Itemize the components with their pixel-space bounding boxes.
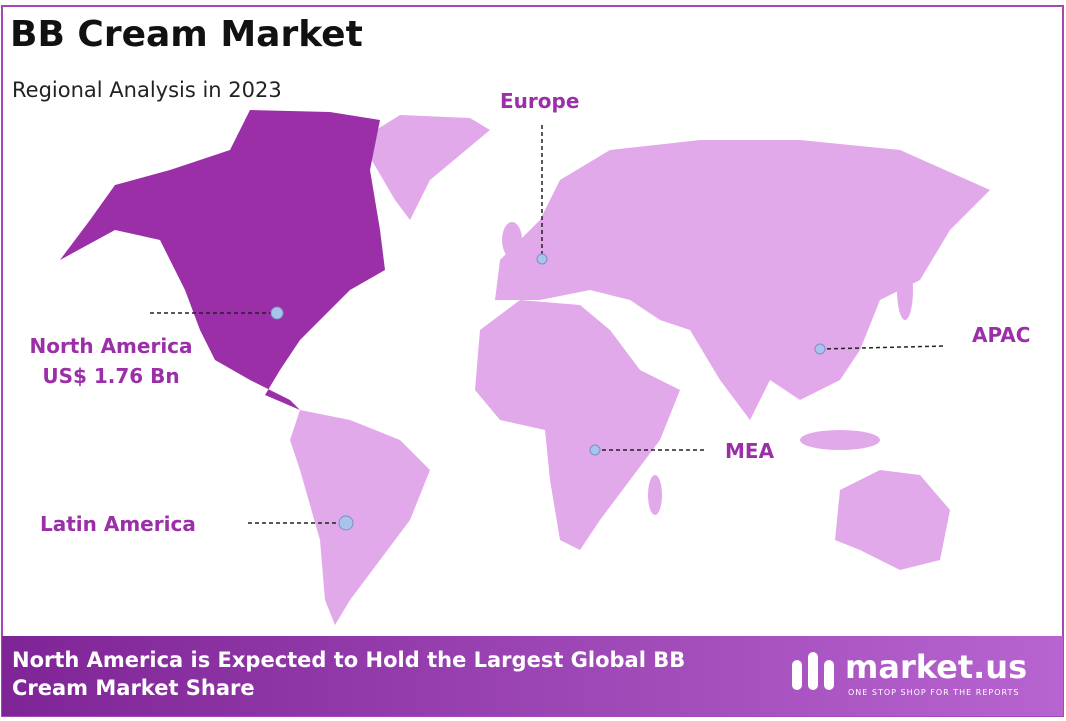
uk (502, 222, 522, 258)
continents (290, 115, 990, 625)
marker (536, 253, 548, 265)
japan (897, 260, 913, 320)
region-label: North America (29, 334, 193, 358)
region-label: Latin America (40, 512, 196, 536)
marker (338, 515, 354, 531)
subtitle: Regional Analysis in 2023 (12, 78, 282, 102)
title: BB Cream Market (10, 14, 363, 55)
south-america (290, 410, 430, 625)
region-label: Europe (500, 89, 580, 113)
logo-tagline: ONE STOP SHOP FOR THE REPORTS (848, 688, 1020, 697)
footer-band (2, 636, 1063, 716)
eurasia (495, 140, 990, 420)
marker (814, 343, 826, 355)
indonesia (800, 430, 880, 450)
africa (475, 300, 680, 550)
marker (270, 306, 284, 320)
region-label: APAC (972, 323, 1031, 347)
north-america (60, 110, 385, 410)
marker (589, 444, 601, 456)
region-value: US$ 1.76 Bn (42, 364, 180, 388)
logo-icon (792, 652, 834, 690)
madagascar (648, 475, 662, 515)
region-label: MEA (725, 439, 775, 463)
logo-name: market.us (845, 648, 1028, 686)
australia (835, 470, 950, 570)
greenland (360, 115, 490, 220)
footer-text: North America is Expected to Hold the La… (12, 648, 686, 700)
